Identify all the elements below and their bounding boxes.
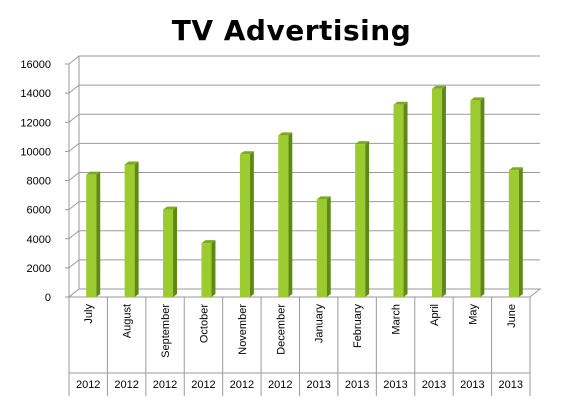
- gridlines: [68, 55, 540, 269]
- gridline: [68, 230, 540, 240]
- category-label: September: [160, 304, 172, 358]
- chart-floor: [67, 288, 542, 298]
- bar-top: [508, 167, 523, 171]
- bar: [86, 171, 101, 297]
- y-tick-label: 4000: [27, 234, 51, 246]
- bar-front: [86, 174, 97, 297]
- gridline: [68, 84, 540, 94]
- bar-side: [96, 171, 101, 297]
- y-tick-label: 2000: [27, 263, 51, 275]
- gridline: [68, 55, 540, 65]
- bar-front: [508, 170, 519, 297]
- y-tick-label: 14000: [20, 88, 51, 100]
- bar: [470, 97, 485, 297]
- bar: [124, 161, 139, 297]
- bar: [393, 101, 408, 298]
- year-label: 2012: [268, 379, 292, 391]
- bar-top: [163, 206, 178, 210]
- year-label: 2013: [345, 379, 369, 391]
- gridline: [68, 201, 540, 211]
- bar-side: [480, 97, 485, 297]
- bar-top: [316, 196, 331, 200]
- bar-top: [355, 141, 370, 145]
- bar-front: [431, 88, 442, 297]
- bar-top: [431, 85, 446, 89]
- y-tick-label: 16000: [20, 59, 51, 71]
- category-label: July: [83, 304, 95, 324]
- gridline: [68, 259, 540, 269]
- category-label: August: [122, 304, 134, 338]
- bar-top: [201, 240, 216, 244]
- year-label: 2012: [76, 379, 100, 391]
- year-label: 2013: [460, 379, 484, 391]
- bar-side: [403, 101, 408, 298]
- bar-front: [355, 144, 366, 297]
- bar-front: [470, 100, 481, 297]
- category-labels: July August September October November Decemb…: [83, 304, 518, 358]
- chart-title: TV Advertising: [171, 14, 412, 47]
- y-tick-label: 12000: [20, 117, 51, 129]
- bar-front: [124, 164, 135, 297]
- bar-top: [278, 132, 293, 136]
- year-label: 2013: [499, 379, 523, 391]
- year-label: 2013: [422, 379, 446, 391]
- category-label: June: [506, 304, 518, 328]
- bar-side: [211, 240, 216, 297]
- year-label: 2012: [153, 379, 177, 391]
- bar: [201, 240, 216, 297]
- category-label: January: [314, 304, 326, 344]
- bar-side: [288, 132, 293, 297]
- bar-side: [365, 141, 370, 297]
- year-labels: 2012 2012 2012 2012 2012 2012 2013 2013 2013 2013…: [76, 379, 523, 391]
- year-label: 2013: [306, 379, 330, 391]
- category-label: May: [467, 304, 479, 325]
- bar: [239, 151, 254, 297]
- category-label: April: [429, 304, 441, 326]
- bar-front: [393, 104, 404, 298]
- category-label: October: [198, 304, 210, 343]
- bar: [431, 85, 446, 297]
- category-label: November: [237, 304, 249, 355]
- bar-top: [470, 97, 485, 101]
- gridline: [68, 172, 540, 181]
- bar-front: [316, 199, 327, 297]
- bars: [86, 85, 523, 298]
- bar-side: [441, 85, 446, 297]
- y-tick-label: 0: [45, 292, 51, 304]
- y-tick-label: 6000: [27, 205, 51, 217]
- bar-front: [163, 209, 174, 297]
- y-tick-label: 10000: [20, 146, 51, 158]
- bar-front: [278, 135, 289, 297]
- bar-front: [201, 243, 212, 297]
- category-label: March: [391, 304, 403, 335]
- bar-side: [134, 161, 139, 297]
- bar-top: [393, 101, 408, 105]
- bar-side: [518, 167, 523, 297]
- bar-top: [124, 161, 139, 165]
- bar: [508, 167, 523, 297]
- bar-front: [239, 154, 250, 297]
- y-tick-labels: 0 2000 4000 6000 8000 10000 12000 14000 16000: [20, 59, 51, 304]
- bar-side: [173, 206, 178, 297]
- bar-top: [86, 171, 101, 175]
- bar: [316, 196, 331, 297]
- axes: [65, 56, 542, 396]
- bar-top: [239, 151, 254, 155]
- category-label: February: [352, 304, 364, 349]
- bar: [278, 132, 293, 297]
- bar: [355, 141, 370, 297]
- bar-side: [249, 151, 254, 297]
- category-label: December: [275, 304, 287, 355]
- y-tick-label: 8000: [27, 176, 51, 188]
- year-label: 2012: [191, 379, 215, 391]
- year-label: 2012: [114, 379, 138, 391]
- bar: [163, 206, 178, 297]
- year-label: 2012: [230, 379, 254, 391]
- gridline: [68, 142, 540, 152]
- bar-side: [326, 196, 331, 297]
- gridline: [68, 113, 540, 123]
- year-label: 2013: [383, 379, 407, 391]
